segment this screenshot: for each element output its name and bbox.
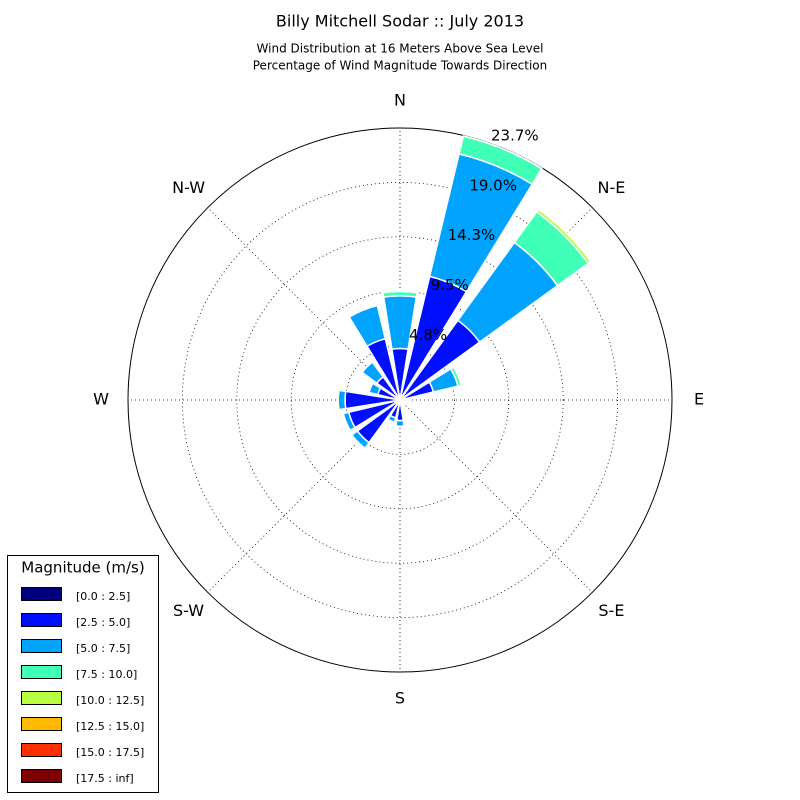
direction-label: N — [394, 91, 406, 110]
wedge — [361, 361, 373, 373]
wedge — [401, 404, 404, 407]
legend-label: [5.0 : 7.5] — [76, 642, 130, 655]
direction-label: S-E — [598, 601, 624, 620]
legend-swatch — [21, 665, 62, 679]
legend-label: [15.0 : 17.5] — [76, 746, 144, 759]
direction-label: E — [694, 390, 704, 409]
legend-swatch — [21, 769, 62, 783]
legend-label: [10.0 : 12.5] — [76, 694, 144, 707]
legend: Magnitude (m/s) [0.0 : 2.5] [2.5 : 5.0] [5… — [7, 555, 159, 793]
legend-label: [0.0 : 2.5] — [76, 590, 130, 603]
legend-label: [12.5 : 15.0] — [76, 720, 144, 733]
radial-tick-label: 14.3% — [448, 226, 496, 244]
radial-tick-label: 4.8% — [409, 326, 447, 344]
direction-label: S — [395, 689, 405, 708]
grid-circle — [236, 236, 564, 564]
direction-label: W — [93, 390, 109, 409]
radial-tick-label: 19.0% — [469, 176, 517, 194]
legend-swatch — [21, 613, 62, 627]
radial-tick-label: 9.5% — [431, 276, 469, 294]
legend-swatch — [21, 639, 62, 653]
chart-title: Billy Mitchell Sodar :: July 2013 — [276, 12, 524, 31]
wedge — [463, 135, 543, 170]
chart-subtitle: Percentage of Wind Magnitude Towards Dir… — [253, 59, 547, 73]
grid-spoke — [207, 207, 401, 401]
wedge — [348, 304, 387, 348]
outer-circle — [127, 127, 673, 673]
legend-label: [2.5 : 5.0] — [76, 616, 130, 629]
legend-title: Magnitude (m/s) — [21, 559, 144, 577]
wedge — [382, 290, 418, 294]
wedge — [402, 402, 405, 405]
wedge — [350, 435, 365, 450]
wedge — [336, 390, 339, 410]
legend-swatch — [21, 743, 62, 757]
legend-label: [17.5 : inf] — [76, 772, 134, 785]
legend-swatch — [21, 587, 62, 601]
legend-swatch — [21, 691, 62, 705]
wedge — [403, 400, 406, 403]
chart-subtitle: Wind Distribution at 16 Meters Above Sea… — [257, 42, 544, 56]
direction-label: N-W — [172, 178, 205, 197]
wedge — [538, 208, 592, 262]
direction-label: N-E — [597, 178, 625, 197]
legend-label: [7.5 : 10.0] — [76, 668, 137, 681]
radial-tick-label: 23.7% — [491, 126, 539, 144]
wedge — [387, 418, 395, 424]
wedge — [337, 389, 347, 411]
grid-circle — [345, 345, 455, 455]
wedge — [368, 382, 374, 393]
plot: N N-E E S-E S S-W W N-W 4.8% 9.5% 14.3% 19.0% 23.7% — [93, 91, 704, 708]
legend-swatch — [21, 717, 62, 731]
grid-spoke — [399, 399, 593, 593]
grid-circle — [181, 181, 619, 619]
direction-label: S-W — [173, 601, 204, 620]
grid-spoke — [207, 399, 401, 593]
wedge — [453, 366, 462, 386]
